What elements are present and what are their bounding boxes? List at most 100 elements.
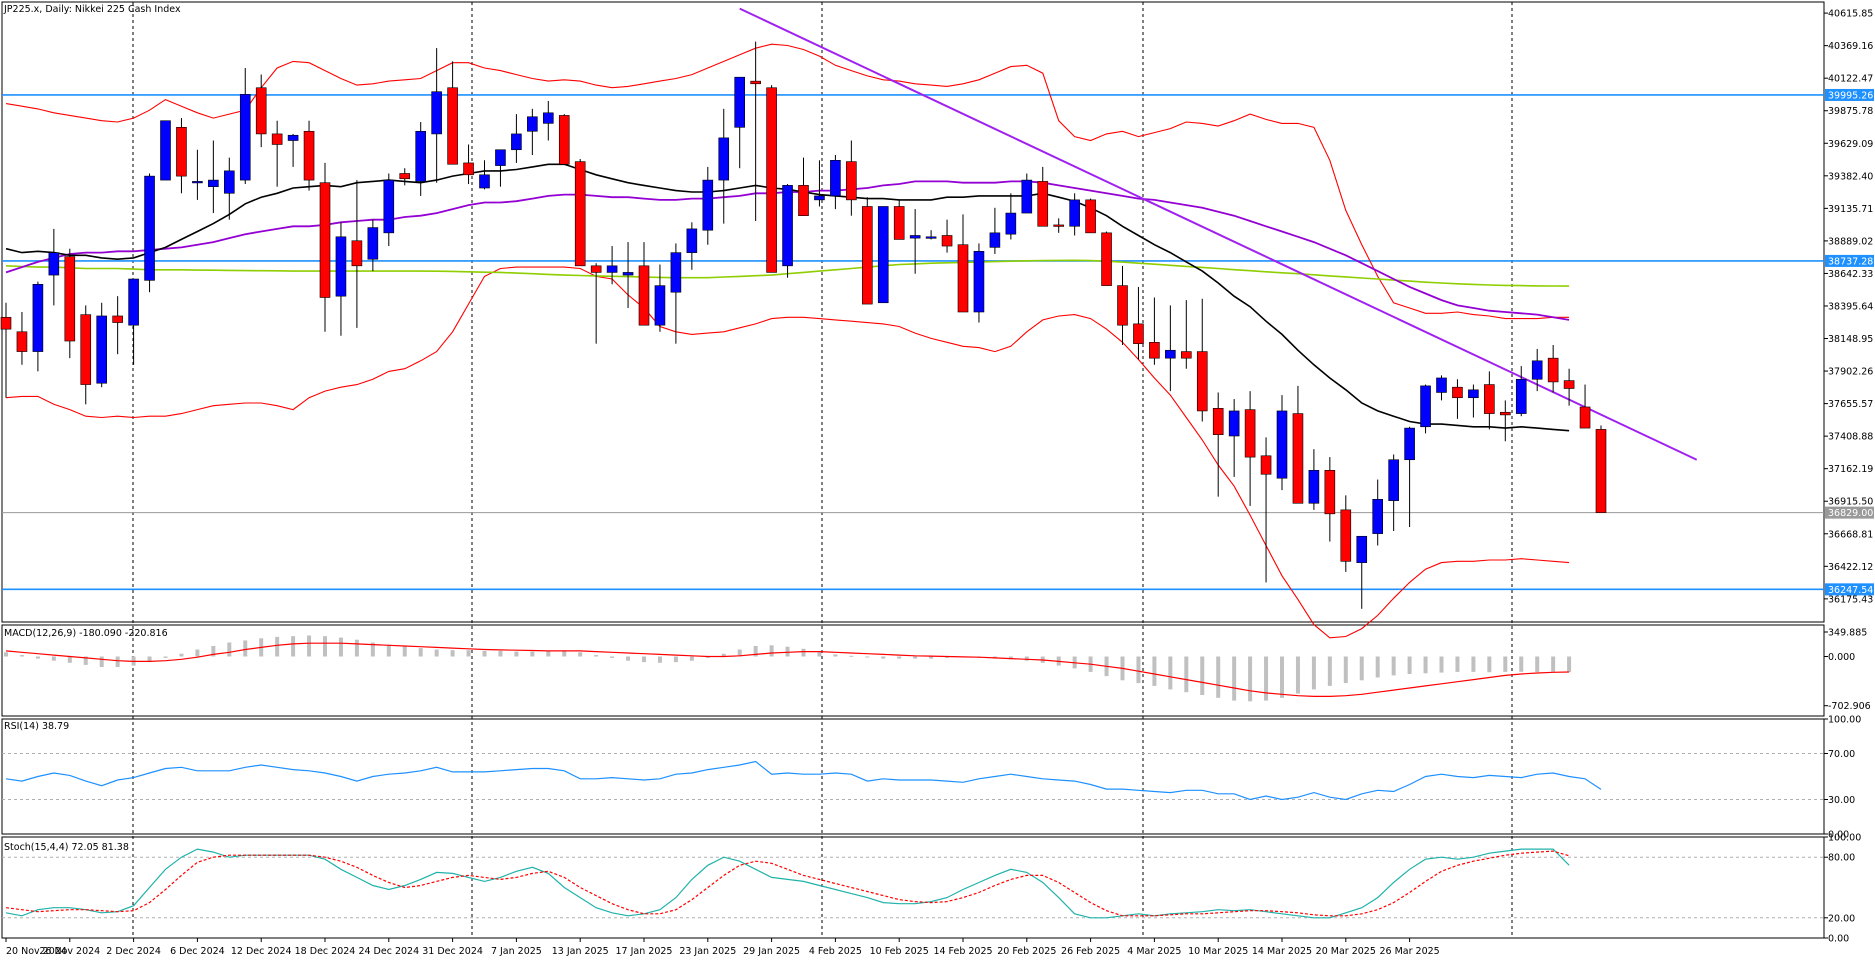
- macd-histogram-bar: [354, 639, 359, 657]
- macd-histogram-bar: [657, 656, 662, 663]
- candle: [415, 122, 427, 196]
- bearish-candle-body: [1133, 323, 1144, 344]
- candle: [1500, 400, 1511, 442]
- price-tick-label: 40122.47: [1828, 74, 1873, 85]
- bearish-candle-body: [1292, 413, 1304, 504]
- macd-histogram-bar: [1200, 656, 1205, 695]
- bullish-candle-body: [415, 130, 427, 182]
- vertical-grid: [132, 2, 1513, 938]
- bearish-candle-body: [399, 173, 411, 180]
- macd-histogram-bar: [179, 653, 184, 657]
- bollinger-upper-line: [5, 43, 1570, 320]
- bullish-candle-body: [670, 252, 682, 293]
- macd-histogram-bar: [402, 646, 407, 657]
- candle: [893, 199, 905, 240]
- bullish-candle-body: [144, 175, 155, 281]
- date-tick-label: 4 Feb 2025: [809, 946, 862, 957]
- candle: [1484, 371, 1495, 430]
- level-price-label: 36247.54: [1828, 585, 1873, 596]
- bullish-candle-body: [877, 206, 889, 304]
- bollinger-lower-line: [5, 266, 1570, 639]
- date-tick-label: 2 Dec 2024: [106, 946, 161, 957]
- date-tick-label: 26 Mar 2025: [1379, 946, 1439, 957]
- bullish-candle-body: [335, 236, 347, 297]
- candle: [1292, 385, 1304, 504]
- macd-histogram-bar: [1503, 656, 1508, 672]
- date-tick-label: 12 Dec 2024: [231, 946, 292, 957]
- candle: [941, 219, 953, 253]
- bullish-candle-body: [367, 227, 379, 260]
- candle: [957, 214, 969, 313]
- bullish-candle-body: [1021, 179, 1033, 214]
- candle: [1595, 425, 1607, 513]
- bullish-candle-body: [1228, 410, 1240, 437]
- macd-histogram-bar: [1567, 656, 1572, 672]
- bullish-candle-body: [511, 133, 522, 151]
- candle: [542, 100, 554, 141]
- candle: [32, 281, 44, 372]
- candle: [1133, 286, 1144, 360]
- macd-histogram-bar: [785, 646, 790, 657]
- bullish-candle-body: [1436, 377, 1447, 393]
- candle: [670, 243, 682, 344]
- macd-tick-label: 0.000: [1828, 652, 1855, 663]
- bearish-candle-body: [303, 130, 315, 181]
- candle: [1149, 297, 1160, 365]
- stoch-main-line: [5, 848, 1570, 919]
- candle: [511, 114, 522, 163]
- macd-signal-line: [5, 642, 1570, 698]
- price-tick-label: 40615.85: [1828, 9, 1873, 20]
- bearish-candle-body: [1500, 411, 1511, 416]
- bearish-candle-body: [558, 115, 570, 165]
- candle: [1436, 375, 1447, 401]
- candle: [1563, 368, 1575, 406]
- stochastic-panel: 100.00 80.00 20.00 0.00: [2, 833, 1861, 945]
- bullish-candle-body: [1276, 410, 1288, 479]
- stoch-tick-label: 20.00: [1828, 913, 1855, 924]
- candle: [1452, 379, 1463, 419]
- candle: [1515, 366, 1527, 417]
- macd-histogram-bar: [1343, 656, 1348, 684]
- bullish-candle-body: [479, 174, 490, 189]
- candle: [351, 180, 363, 328]
- candle: [1196, 298, 1208, 422]
- candle: [1212, 392, 1224, 497]
- candle: [1069, 193, 1080, 236]
- date-tick-label: 18 Dec 2024: [295, 946, 356, 957]
- bullish-candle-body: [239, 94, 251, 181]
- macd-histogram-bar: [1311, 656, 1316, 690]
- bearish-candle-body: [1324, 469, 1336, 515]
- date-tick-label: 29 Jan 2025: [743, 946, 800, 957]
- candle: [702, 166, 714, 245]
- macd-histogram-bar: [115, 656, 120, 667]
- candle: [367, 219, 379, 272]
- candle: [1276, 395, 1288, 491]
- candle: [112, 296, 123, 355]
- candle: [925, 230, 937, 240]
- macd-histogram-bar: [1471, 656, 1476, 672]
- bearish-candle-body: [590, 265, 602, 273]
- macd-histogram-bar: [1248, 656, 1253, 702]
- price-tick-label: 39382.40: [1828, 171, 1873, 182]
- candle: [1468, 384, 1479, 418]
- stoch-label: Stoch(15,4,4) 72.05 81.38: [4, 842, 129, 853]
- candle: [877, 206, 889, 304]
- bullish-candle-body: [1372, 499, 1383, 534]
- candle: [1340, 495, 1352, 572]
- price-tick-label: 39629.09: [1828, 139, 1873, 150]
- bullish-candle-body: [287, 134, 299, 141]
- date-tick-label: 13 Jan 2025: [552, 946, 609, 957]
- bullish-candle-body: [1005, 212, 1017, 235]
- macd-histogram-bar: [562, 650, 567, 657]
- candle: [431, 48, 442, 183]
- bullish-candle-body: [989, 232, 1001, 248]
- candle: [1579, 384, 1591, 429]
- price-tick-label: 36422.12: [1828, 562, 1873, 573]
- bullish-candle-body: [830, 159, 841, 197]
- macd-histogram-bar: [211, 646, 216, 657]
- bearish-candle-body: [1547, 357, 1559, 383]
- price-tick-label: 37162.19: [1828, 464, 1873, 475]
- macd-histogram-bar: [1232, 656, 1237, 701]
- bullish-candle-body: [48, 252, 60, 276]
